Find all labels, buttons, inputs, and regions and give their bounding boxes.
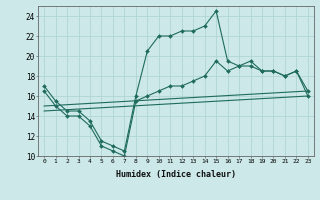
X-axis label: Humidex (Indice chaleur): Humidex (Indice chaleur) [116,170,236,179]
